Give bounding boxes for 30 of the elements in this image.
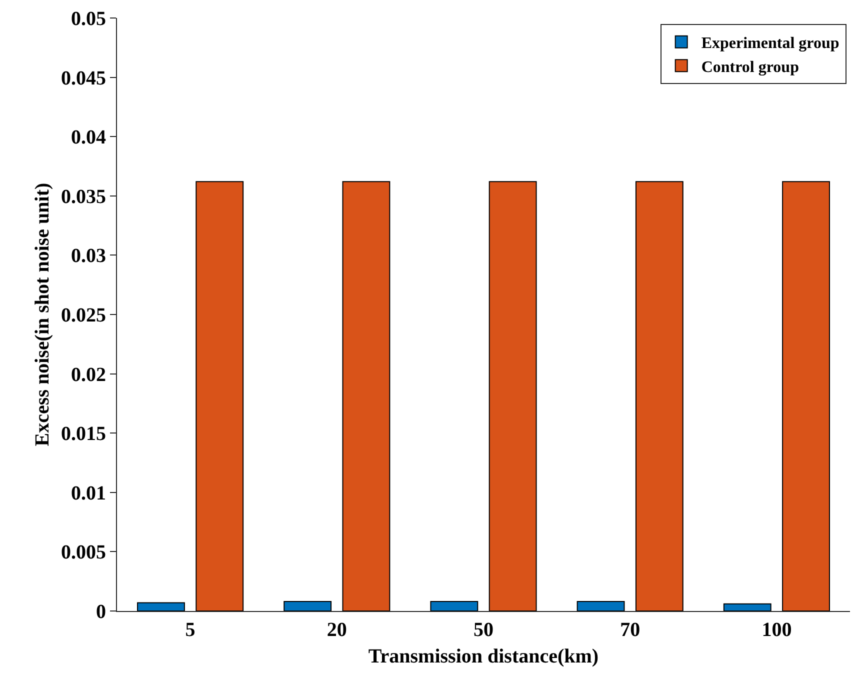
y-tick-label: 0.025 xyxy=(61,304,106,326)
y-tick-label: 0.03 xyxy=(71,245,106,268)
legend-label: Control group xyxy=(701,58,800,76)
y-tick-label: 0.05 xyxy=(71,8,106,30)
bar xyxy=(488,181,537,611)
bar xyxy=(430,601,478,611)
y-tick-label: 0.015 xyxy=(61,423,106,446)
x-tick-label: 5 xyxy=(185,619,196,641)
y-tick-label: 0.01 xyxy=(71,482,106,504)
y-tick-label: 0.04 xyxy=(71,126,106,149)
bar xyxy=(342,181,390,611)
bar xyxy=(782,181,830,611)
bar xyxy=(635,181,684,611)
bar xyxy=(576,601,625,611)
legend-label: Experimental group xyxy=(701,35,840,52)
y-tick-label: 0.02 xyxy=(71,364,106,386)
bar xyxy=(284,601,332,611)
x-tick-label: 50 xyxy=(474,619,494,641)
bar xyxy=(137,602,185,611)
bar xyxy=(196,181,244,611)
y-axis-title: Excess noise(in shot noise unit) xyxy=(32,182,54,446)
x-tick-label: 100 xyxy=(762,619,792,641)
y-tick-label: 0.005 xyxy=(61,542,106,564)
y-tick-label: 0.035 xyxy=(61,186,106,208)
x-tick-label: 70 xyxy=(620,619,640,641)
bar xyxy=(723,603,772,611)
y-tick-label: 0 xyxy=(96,601,106,623)
y-tick-label: 0.045 xyxy=(61,67,106,90)
x-tick-label: 20 xyxy=(326,619,347,641)
x-axis-title: Transmission distance(km) xyxy=(368,646,599,668)
